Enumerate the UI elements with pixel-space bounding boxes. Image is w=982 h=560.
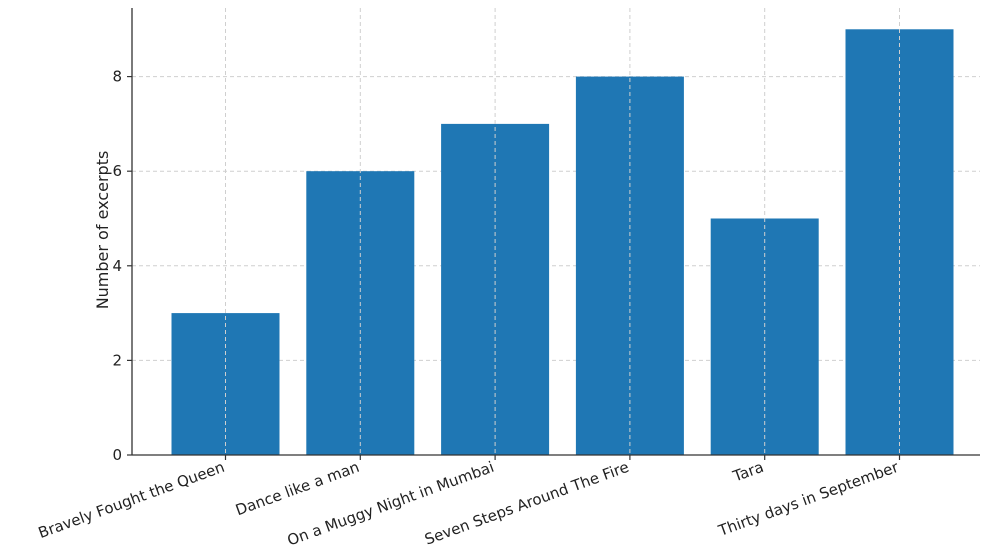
y-tick-label: 2 [112, 351, 122, 369]
bar [171, 313, 280, 455]
y-tick-label: 6 [112, 162, 122, 180]
x-tick-labels: Bravely Fought the Queen Dance like a man… [36, 455, 902, 550]
y-tick-label: 4 [112, 257, 122, 275]
bar [575, 76, 684, 455]
y-axis-label: Number of excerpts [93, 151, 112, 310]
x-tick-label: Tara [730, 458, 766, 486]
axes [131, 8, 980, 456]
x-tick-label: Bravely Fought the Queen [36, 458, 227, 542]
bars [171, 29, 954, 456]
y-tick-label: 0 [112, 446, 122, 464]
x-tick-label: Dance like a man [233, 458, 362, 519]
y-ticks: 0 2 4 6 8 [112, 68, 132, 464]
y-tick-label: 8 [112, 68, 122, 86]
